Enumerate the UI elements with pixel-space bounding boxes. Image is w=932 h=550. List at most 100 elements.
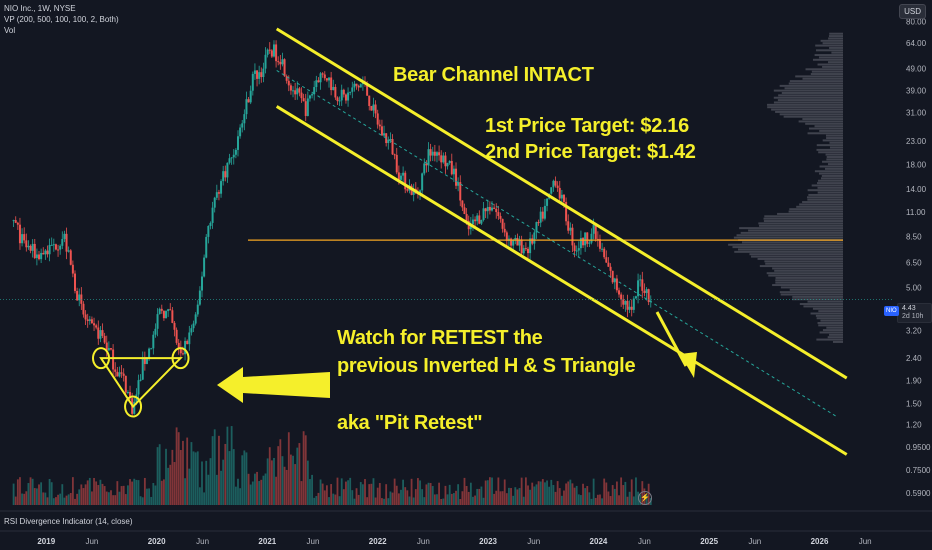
candle-body <box>478 215 481 224</box>
volume-bar <box>71 477 74 505</box>
candle-body <box>84 314 87 320</box>
candle-body <box>334 86 337 98</box>
volume-bar <box>518 488 521 505</box>
volume-bar <box>349 477 352 505</box>
candle-body <box>524 248 527 250</box>
target2-annotation: 2nd Price Target: $1.42 <box>485 141 696 163</box>
candle-body <box>463 207 466 215</box>
candle-body <box>577 248 580 251</box>
candle-body <box>268 49 271 51</box>
volume-bar <box>14 496 17 505</box>
volume-profile-bar <box>779 291 843 294</box>
candle-body <box>95 325 98 328</box>
volume-bar <box>135 479 138 505</box>
volume-bar <box>440 498 443 505</box>
volume-profile-bar <box>789 208 843 211</box>
candle-body <box>124 375 127 393</box>
volume-bar <box>383 498 385 505</box>
volume-bar <box>80 484 83 505</box>
candle-body <box>52 244 55 246</box>
volume-bar <box>571 483 574 505</box>
volume-bar <box>207 474 210 505</box>
candle-body <box>226 162 229 178</box>
volume-bar <box>247 473 250 505</box>
candle-body <box>217 192 220 194</box>
candle-body <box>554 180 557 186</box>
candle-body <box>239 127 242 137</box>
channel-upper-line <box>275 27 848 380</box>
candle-body <box>61 238 64 246</box>
volume-bar <box>306 460 309 505</box>
volume-profile-bar <box>829 333 843 336</box>
candle-body <box>31 243 34 251</box>
candle-body <box>378 124 381 127</box>
x-tick-label: Jun <box>638 537 651 546</box>
volume-bar <box>173 462 176 505</box>
volume-profile-bar <box>819 129 843 132</box>
volume-bar <box>241 455 244 505</box>
candle-body <box>336 97 339 102</box>
volume-bar <box>315 496 318 505</box>
volume-bar <box>110 490 112 505</box>
candle-body <box>18 224 21 244</box>
candle-body <box>167 309 170 312</box>
candle-body <box>196 304 199 315</box>
volume-indicator-label[interactable]: Vol <box>4 26 16 35</box>
lightning-icon[interactable]: ⚡ <box>638 491 652 505</box>
currency-button[interactable]: USD <box>899 4 926 19</box>
volume-bar <box>122 485 125 505</box>
volume-profile-bar <box>826 156 843 158</box>
volume-bar <box>556 481 559 505</box>
volume-bar <box>601 498 603 505</box>
volume-bar <box>78 489 81 505</box>
volume-bar <box>510 488 512 505</box>
candle-body <box>173 322 176 330</box>
candle-body <box>279 61 282 65</box>
volume-bar <box>580 495 582 505</box>
candle-body <box>372 104 375 111</box>
volume-bar <box>448 484 451 505</box>
candle-body <box>207 225 210 237</box>
volume-bar <box>279 439 282 505</box>
vp-indicator-label[interactable]: VP (200, 500, 100, 100, 2, Both) <box>4 15 119 24</box>
candle-body <box>16 222 19 225</box>
candle-body <box>647 289 650 303</box>
volume-profile-bar <box>824 167 843 170</box>
candle-body <box>285 76 288 81</box>
volume-profile-bar <box>816 338 843 341</box>
volume-bar <box>495 490 498 505</box>
volume-bar <box>42 492 45 505</box>
rsi-indicator-label[interactable]: RSI Divergence Indicator (14, close) <box>4 517 133 526</box>
candle-body <box>419 190 422 194</box>
candle-body <box>624 300 627 305</box>
watch-annotation-line1: Watch for RETEST the <box>337 327 543 349</box>
candle-body <box>190 328 193 333</box>
volume-profile-bar <box>775 279 843 282</box>
volume-bar <box>319 479 322 505</box>
candle-body <box>510 238 513 246</box>
candle-body <box>169 309 172 311</box>
volume-profile-bar <box>812 58 843 61</box>
candle-body <box>306 98 309 116</box>
candle-body <box>537 222 540 224</box>
candle-body <box>505 232 508 241</box>
volume-profile-bar <box>768 274 843 277</box>
volume-bar <box>535 484 538 505</box>
candle-body <box>630 306 633 310</box>
x-tick-label: Jun <box>417 537 430 546</box>
volume-bar <box>364 479 366 505</box>
candle-body <box>370 105 373 111</box>
candle-body <box>351 87 354 92</box>
candle-body <box>391 139 394 155</box>
volume-bar <box>143 477 146 505</box>
volume-bar <box>550 479 553 505</box>
volume-bar <box>533 486 536 505</box>
symbol-title[interactable]: NIO Inc., 1W, NYSE <box>4 4 76 13</box>
volume-bar <box>425 484 428 505</box>
volume-bar <box>605 482 608 505</box>
candle-body <box>628 306 631 310</box>
candle-body <box>590 233 593 243</box>
volume-bar <box>467 491 470 505</box>
volume-profile-bar <box>829 141 843 144</box>
